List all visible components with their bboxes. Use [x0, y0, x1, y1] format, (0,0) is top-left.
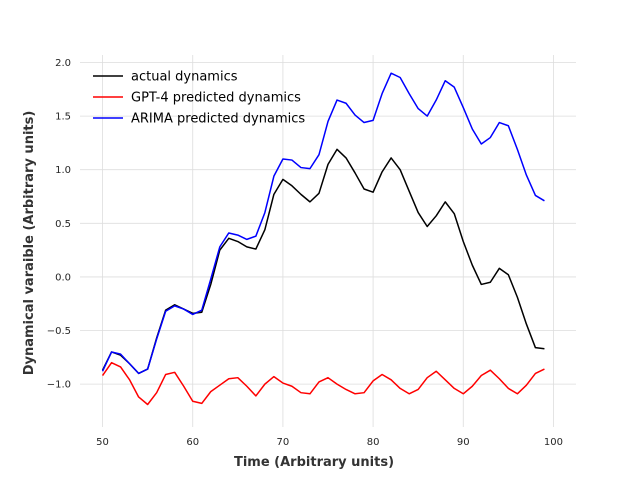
x-tick-label: 70: [277, 437, 290, 448]
x-tick-label: 50: [96, 437, 109, 448]
x-tick-label: 90: [457, 437, 470, 448]
y-tick-label: −0.5: [47, 326, 71, 337]
x-tick-label: 80: [367, 437, 380, 448]
y-tick-label: −1.0: [47, 380, 71, 391]
y-tick-label: 2.0: [55, 58, 71, 69]
series-line-actual-dynamics: [101, 148, 545, 375]
series-lines: [101, 72, 545, 406]
y-tick-label: 0.0: [55, 272, 71, 283]
x-tick-label: 100: [544, 437, 563, 448]
legend-label-gpt-4-predicted-dynamics: GPT-4 predicted dynamics: [131, 91, 301, 106]
series-line-arima-predicted-dynamics: [101, 72, 545, 375]
x-axis-label: Time (Arbitrary units): [234, 455, 394, 470]
y-axis-ticks: −1.0 −0.5 0.0 0.5 1.0 1.5 2.0: [47, 58, 71, 391]
x-axis-ticks: 50 60 70 80 90 100: [96, 437, 563, 448]
y-tick-label: 1.5: [55, 112, 71, 123]
legend: actual dynamics GPT-4 predicted dynamics A…: [93, 70, 305, 127]
y-tick-label: 1.0: [55, 165, 71, 176]
legend-label-arima-predicted-dynamics: ARIMA predicted dynamics: [131, 112, 305, 127]
y-axis-label: Dynamical varaible (Arbitrary units): [22, 111, 37, 376]
x-tick-label: 60: [186, 437, 199, 448]
series-line-gpt-4-predicted-dynamics: [101, 361, 545, 406]
legend-label-actual-dynamics: actual dynamics: [131, 70, 238, 85]
y-tick-label: 0.5: [55, 219, 71, 230]
